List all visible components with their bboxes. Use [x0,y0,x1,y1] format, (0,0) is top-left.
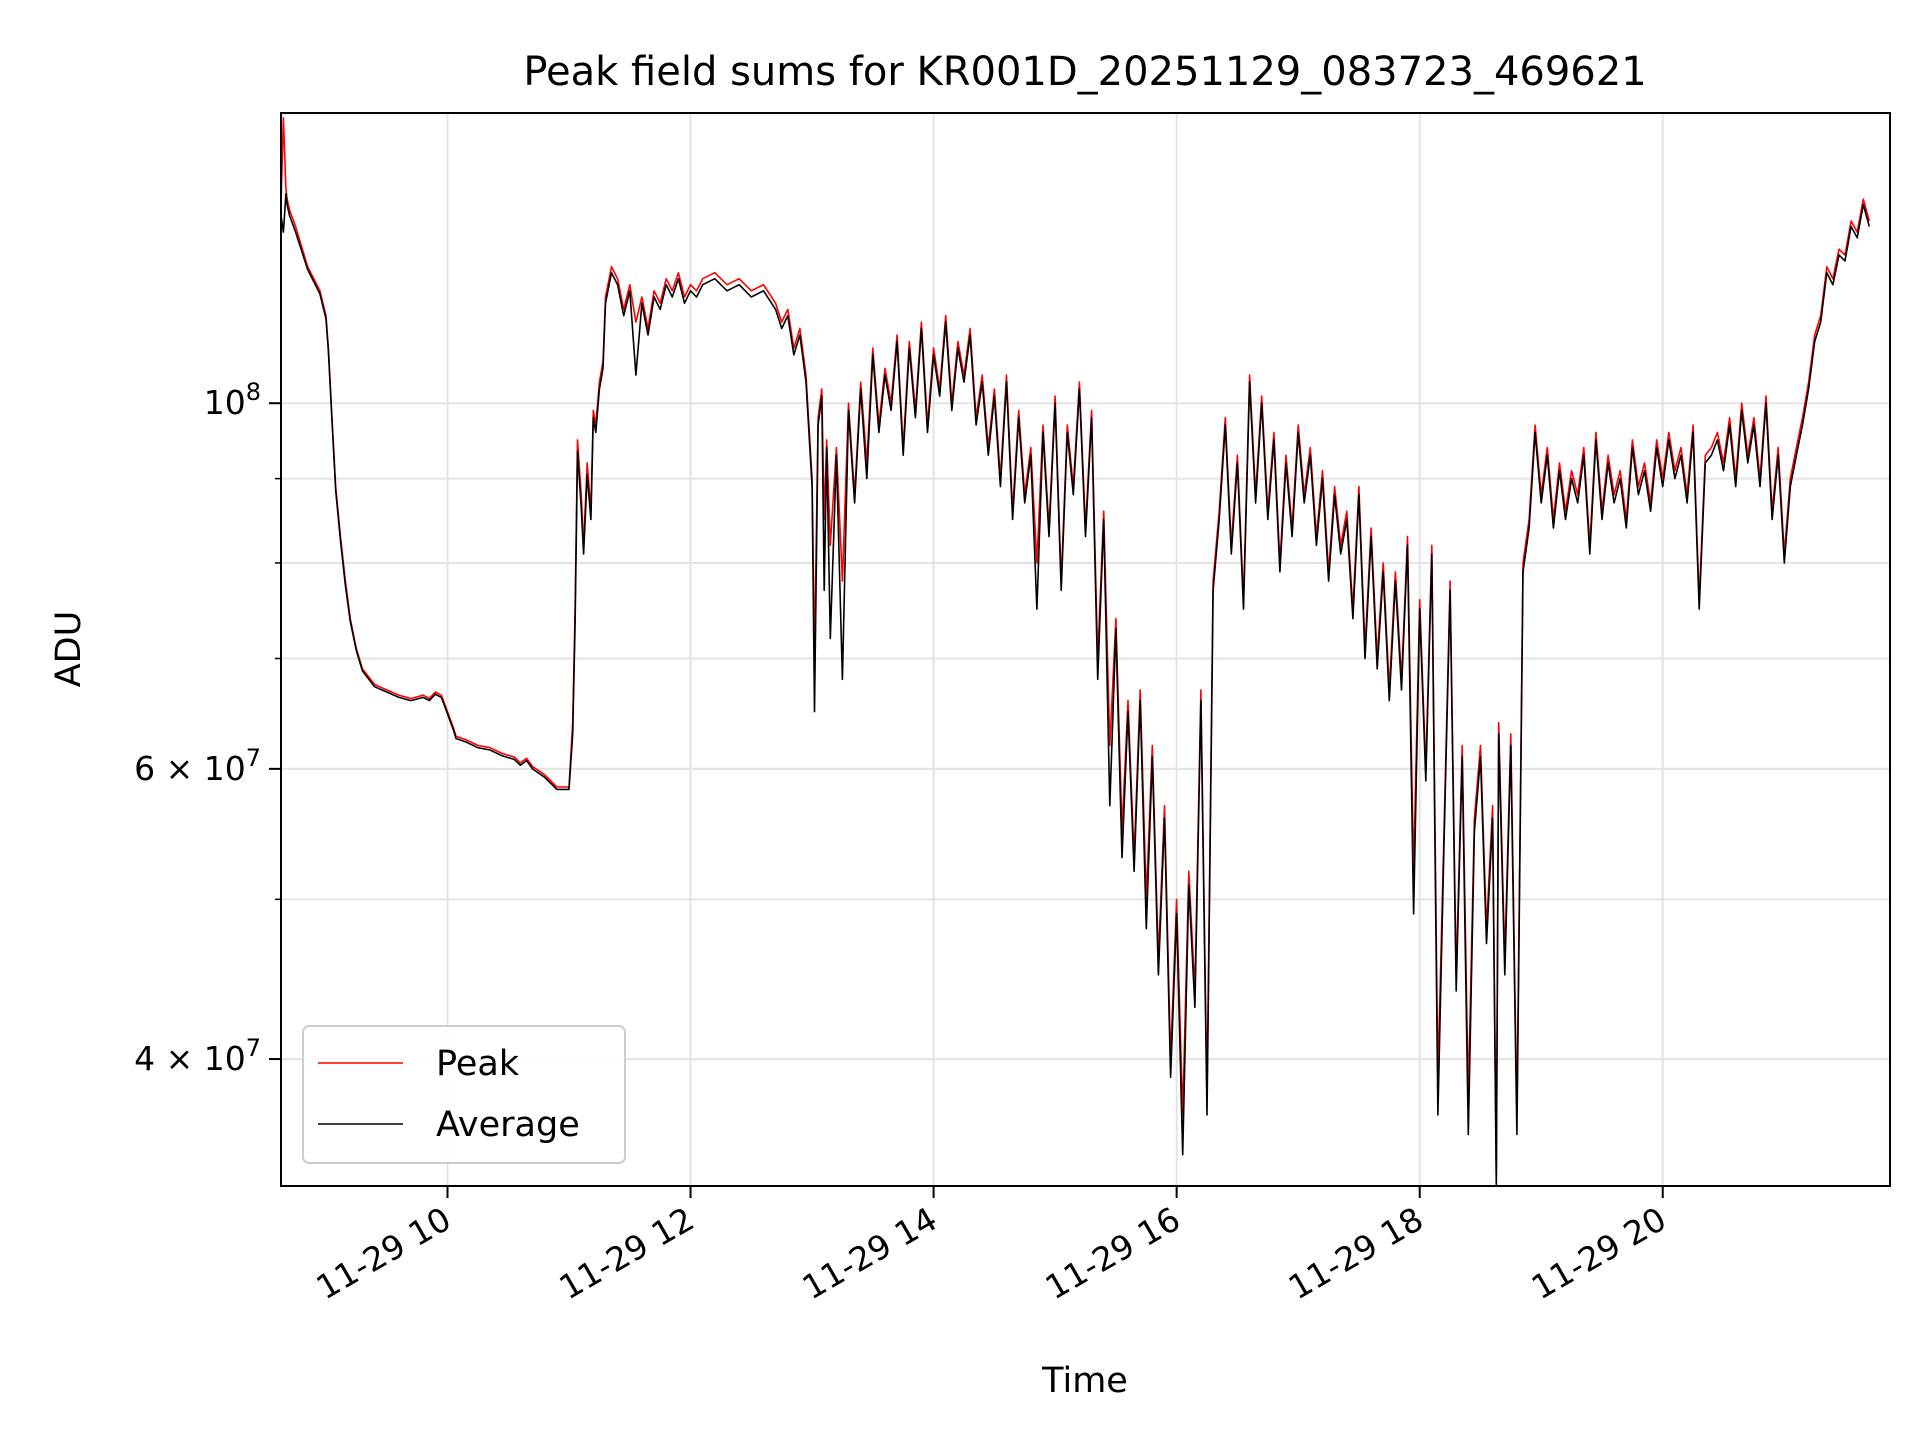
y-tick-label: 108 [204,378,261,422]
legend-box [302,1025,626,1164]
legend-label-average: Average [436,1105,580,1145]
y-tick-label: 6 × 107 [134,744,261,788]
plot-frame [280,112,1891,1187]
series-layer [281,117,1871,1186]
legend-label-peak: Peak [436,1044,520,1084]
chart-title: Peak field sums for KR001D_20251129_0837… [523,49,1646,95]
legend: Peak Average [302,1025,626,1164]
x-axis-title: Time [1041,1361,1128,1401]
y-axis-title: ADU [49,611,89,688]
y-axis: 108 6 × 107 4 × 107 [134,378,281,1078]
y-tick-label: 4 × 107 [134,1034,261,1078]
series-average-line [281,192,1871,1186]
grid [281,113,1890,1186]
